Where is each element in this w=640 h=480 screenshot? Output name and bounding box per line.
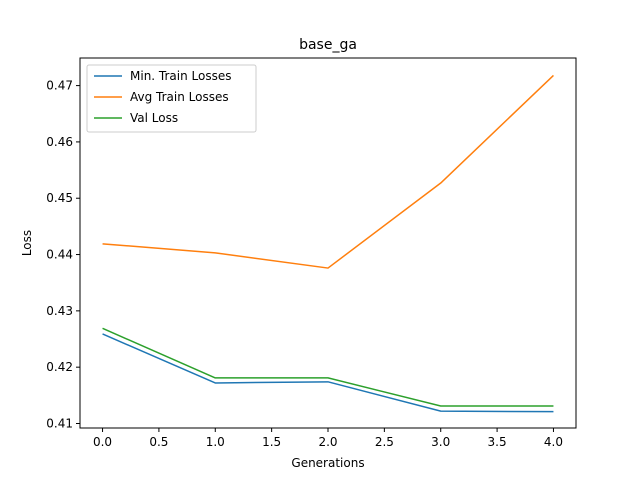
x-tick-label: 2.5 xyxy=(375,435,394,449)
y-tick-label: 0.46 xyxy=(46,135,73,149)
series-lines xyxy=(102,74,554,413)
x-tick-label: 0.0 xyxy=(93,435,112,449)
x-tick-label: 3.0 xyxy=(431,435,450,449)
legend: Min. Train Losses Avg Train Losses Val Los… xyxy=(86,64,257,133)
series-line-2 xyxy=(102,327,554,407)
x-tick-label: 1.0 xyxy=(206,435,225,449)
y-tick-label: 0.42 xyxy=(46,360,73,374)
y-tick-label: 0.45 xyxy=(46,191,73,205)
legend-label-0: Min. Train Losses xyxy=(130,69,231,83)
y-tick-label: 0.44 xyxy=(46,248,73,262)
series-line-0 xyxy=(102,333,554,413)
y-tick-label: 0.47 xyxy=(46,79,73,93)
y-axis-ticks: 0.41 0.42 0.43 0.44 0.45 0.46 0.47 xyxy=(46,79,80,430)
y-axis-label: Loss xyxy=(20,230,34,256)
x-axis-label: Generations xyxy=(291,456,364,470)
x-tick-label: 3.5 xyxy=(488,435,507,449)
x-tick-label: 1.5 xyxy=(262,435,281,449)
plot-area-frame xyxy=(79,57,577,429)
y-tick-label: 0.43 xyxy=(46,304,73,318)
x-axis-ticks: 0.0 0.5 1.0 1.5 2.0 2.5 3.0 3.5 4.0 xyxy=(93,428,563,449)
legend-box xyxy=(86,64,257,133)
x-tick-label: 0.5 xyxy=(149,435,168,449)
series-line-1 xyxy=(102,74,554,269)
chart-title: base_ga xyxy=(299,37,357,53)
x-tick-label: 2.0 xyxy=(318,435,337,449)
x-tick-label: 4.0 xyxy=(544,435,563,449)
legend-label-2: Val Loss xyxy=(130,111,178,125)
legend-label-1: Avg Train Losses xyxy=(130,90,229,104)
y-tick-label: 0.41 xyxy=(46,416,73,430)
